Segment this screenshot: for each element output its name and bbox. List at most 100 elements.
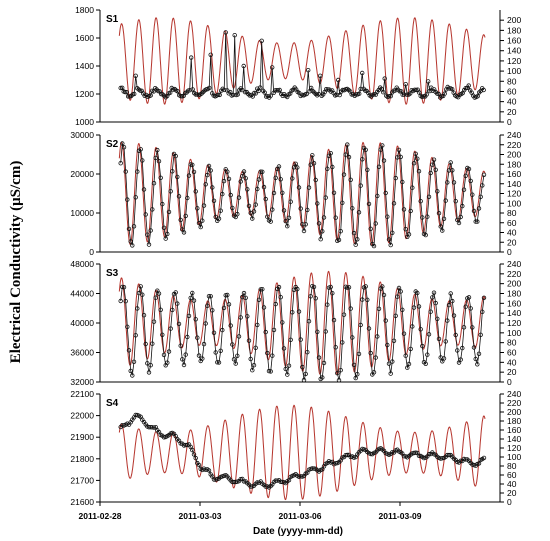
ec-point xyxy=(183,352,188,357)
ec-point xyxy=(271,327,277,333)
y2-tick-label: 200 xyxy=(507,150,521,160)
ec-point xyxy=(408,208,413,214)
ec-point xyxy=(356,351,362,357)
ec-point xyxy=(260,169,265,174)
ec-point xyxy=(298,206,303,211)
ec-point xyxy=(385,342,390,348)
ec-point xyxy=(431,157,437,162)
ec-point xyxy=(283,366,288,372)
ec-point xyxy=(455,348,460,353)
ec-point xyxy=(141,313,147,318)
ec-point xyxy=(286,363,292,368)
y-tick-label: 0 xyxy=(89,247,94,257)
ec-point xyxy=(126,226,132,232)
ec-point xyxy=(225,292,230,298)
ec-point xyxy=(193,317,198,322)
ec-point xyxy=(348,177,353,182)
y2-tick-label: 140 xyxy=(507,46,521,56)
ec-point xyxy=(270,207,275,212)
ec-point xyxy=(273,301,278,307)
ec-point xyxy=(368,350,373,356)
ec-point xyxy=(390,359,395,364)
ec-point xyxy=(250,368,255,373)
ec-point xyxy=(320,229,325,234)
ec-point xyxy=(436,210,442,216)
ec-point xyxy=(220,191,225,197)
ec-point xyxy=(213,214,218,220)
ec-point xyxy=(290,176,295,181)
ec-point xyxy=(123,169,128,174)
ec-point xyxy=(270,65,275,70)
ec-point xyxy=(475,93,480,99)
y-tick-label: 1200 xyxy=(75,89,94,99)
ec-point xyxy=(186,313,192,319)
ec-point xyxy=(122,89,128,95)
ec-point xyxy=(478,332,483,337)
ec-point xyxy=(400,307,405,312)
y2-tick-label: 20 xyxy=(507,107,517,117)
y2-tick-label: 200 xyxy=(507,407,521,417)
ec-point xyxy=(180,357,185,362)
ec-point xyxy=(258,169,263,174)
ec-point xyxy=(397,89,402,94)
y-tick-label: 40000 xyxy=(70,318,94,328)
ec-point xyxy=(140,158,145,163)
ec-point xyxy=(220,327,225,333)
ec-point xyxy=(463,173,468,178)
ec-point xyxy=(456,220,462,226)
ec-point xyxy=(160,201,165,207)
y2-tick-label: 0 xyxy=(507,497,512,507)
ec-point xyxy=(226,176,232,182)
ec-point xyxy=(190,87,195,92)
ec-point xyxy=(218,208,223,213)
ec-point xyxy=(481,455,487,461)
ec-point xyxy=(415,290,420,296)
ec-point xyxy=(358,86,363,92)
ec-point xyxy=(382,76,387,81)
y-tick-label: 10000 xyxy=(70,208,94,218)
y2-tick-label: 220 xyxy=(507,398,521,408)
ec-point xyxy=(203,182,208,187)
ec-point xyxy=(263,196,268,202)
ec-point xyxy=(365,167,370,172)
ec-point xyxy=(436,336,442,342)
ec-point xyxy=(276,164,282,169)
ec-point xyxy=(200,356,205,361)
ec-point xyxy=(466,295,472,300)
ec-point xyxy=(463,304,468,309)
ec-point xyxy=(271,190,277,196)
y2-tick-label: 180 xyxy=(507,25,521,35)
ec-point xyxy=(423,232,428,238)
ec-point xyxy=(263,329,268,335)
ec-point xyxy=(193,189,198,194)
ec-point xyxy=(153,155,158,161)
ec-point xyxy=(295,165,300,170)
ec-point xyxy=(358,183,363,188)
ec-point xyxy=(375,193,380,199)
y-tick-label: 21700 xyxy=(70,475,94,485)
ec-point xyxy=(166,209,172,215)
y2-tick-label: 60 xyxy=(507,218,517,228)
ec-point xyxy=(241,290,247,296)
ec-point xyxy=(308,294,313,299)
ec-point xyxy=(375,334,380,339)
ec-point xyxy=(380,284,385,289)
y2-tick-label: 80 xyxy=(507,76,517,86)
ec-point xyxy=(198,224,203,230)
ec-point xyxy=(360,70,365,76)
ec-point xyxy=(240,173,245,179)
ec-point xyxy=(450,168,455,173)
ec-point xyxy=(391,201,397,206)
ec-point xyxy=(388,242,393,248)
ec-point xyxy=(143,341,148,347)
ec-point xyxy=(411,305,417,310)
ec-point xyxy=(475,362,480,367)
ec-point xyxy=(481,172,487,177)
ec-point xyxy=(333,345,338,350)
ec-point xyxy=(245,314,250,319)
ec-point xyxy=(376,164,382,169)
ec-point xyxy=(262,90,267,95)
y2-tick-label: 140 xyxy=(507,308,521,318)
ec-point xyxy=(161,352,167,358)
ec-point xyxy=(183,213,188,219)
